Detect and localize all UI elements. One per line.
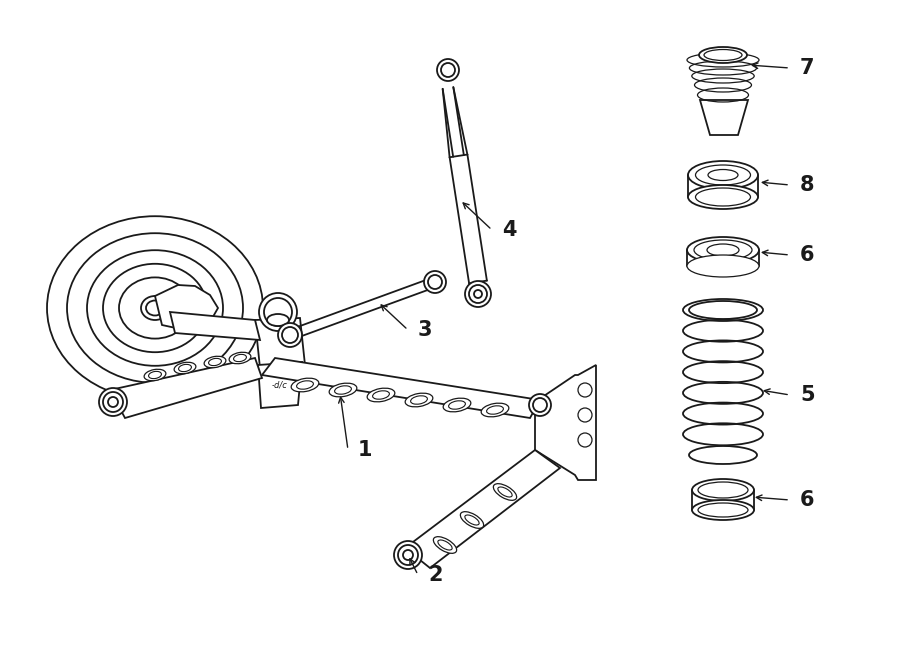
Ellipse shape (394, 541, 422, 569)
Ellipse shape (443, 398, 471, 412)
Text: 7: 7 (800, 58, 814, 78)
Ellipse shape (696, 188, 751, 206)
Text: 5: 5 (800, 385, 814, 405)
Ellipse shape (689, 301, 757, 319)
Ellipse shape (373, 391, 390, 399)
Ellipse shape (687, 237, 759, 263)
Text: 6: 6 (800, 245, 814, 265)
Ellipse shape (696, 165, 751, 185)
Polygon shape (535, 365, 596, 480)
Ellipse shape (297, 381, 313, 389)
Ellipse shape (292, 378, 319, 392)
Ellipse shape (469, 285, 487, 303)
Ellipse shape (694, 240, 752, 260)
Ellipse shape (230, 352, 251, 364)
Ellipse shape (403, 550, 413, 560)
Ellipse shape (103, 392, 123, 412)
Text: -d/c: -d/c (272, 381, 288, 389)
Ellipse shape (692, 479, 754, 501)
Ellipse shape (688, 185, 758, 209)
Ellipse shape (438, 540, 452, 550)
Ellipse shape (482, 403, 508, 417)
Text: 2: 2 (428, 565, 443, 585)
Ellipse shape (398, 545, 418, 565)
Ellipse shape (465, 515, 479, 525)
Ellipse shape (487, 406, 503, 414)
Ellipse shape (707, 244, 739, 256)
Ellipse shape (578, 433, 592, 447)
Ellipse shape (441, 63, 455, 77)
Ellipse shape (498, 487, 512, 497)
Ellipse shape (148, 371, 161, 379)
Ellipse shape (688, 161, 758, 189)
Ellipse shape (267, 314, 289, 326)
Ellipse shape (460, 512, 483, 528)
Ellipse shape (144, 369, 166, 381)
Text: 4: 4 (502, 220, 517, 240)
Text: 6: 6 (800, 490, 814, 510)
Ellipse shape (234, 354, 247, 362)
Text: 3: 3 (418, 320, 433, 340)
Ellipse shape (529, 394, 551, 416)
Ellipse shape (699, 47, 747, 63)
Ellipse shape (259, 293, 297, 331)
Polygon shape (405, 450, 560, 568)
Ellipse shape (578, 383, 592, 397)
Ellipse shape (367, 388, 395, 402)
Polygon shape (255, 318, 305, 368)
Ellipse shape (687, 255, 759, 277)
Ellipse shape (698, 503, 748, 517)
Ellipse shape (99, 388, 127, 416)
Ellipse shape (405, 393, 433, 407)
Ellipse shape (209, 358, 221, 366)
Ellipse shape (264, 298, 292, 326)
Ellipse shape (141, 296, 169, 320)
Polygon shape (258, 362, 302, 408)
Ellipse shape (474, 290, 482, 298)
Ellipse shape (708, 169, 738, 180)
Text: 1: 1 (358, 440, 373, 460)
Ellipse shape (465, 281, 491, 307)
Ellipse shape (174, 362, 196, 373)
Ellipse shape (282, 327, 298, 343)
Ellipse shape (704, 50, 742, 61)
Ellipse shape (437, 59, 459, 81)
Polygon shape (700, 100, 748, 135)
Ellipse shape (433, 537, 456, 553)
Ellipse shape (410, 396, 428, 405)
Ellipse shape (689, 446, 757, 464)
Ellipse shape (204, 356, 226, 368)
Text: 8: 8 (800, 175, 814, 195)
Ellipse shape (692, 500, 754, 520)
Ellipse shape (428, 275, 442, 289)
Ellipse shape (698, 482, 748, 498)
Ellipse shape (424, 271, 446, 293)
Ellipse shape (146, 301, 164, 315)
Ellipse shape (335, 386, 351, 394)
Ellipse shape (108, 397, 118, 407)
Ellipse shape (533, 398, 547, 412)
Polygon shape (110, 358, 262, 418)
Polygon shape (170, 312, 260, 340)
Polygon shape (155, 285, 218, 330)
Ellipse shape (493, 484, 517, 500)
Ellipse shape (178, 364, 192, 371)
Ellipse shape (578, 408, 592, 422)
Ellipse shape (329, 383, 356, 397)
Ellipse shape (278, 323, 302, 347)
Polygon shape (262, 358, 540, 418)
Ellipse shape (448, 401, 465, 409)
